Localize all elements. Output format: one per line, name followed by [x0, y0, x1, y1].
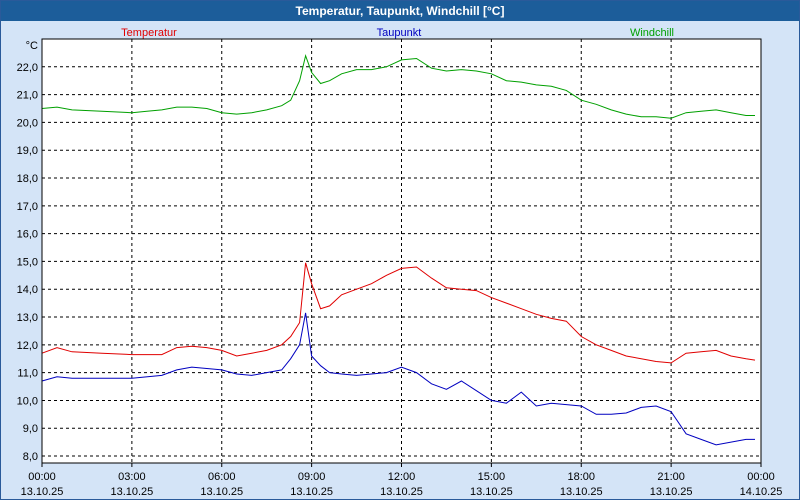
plot-border	[41, 38, 762, 464]
x-tick-time-label: 18:00	[567, 471, 595, 483]
x-tick-date-label: 13.10.25	[380, 486, 423, 498]
y-tick-label: 18,0	[17, 173, 38, 185]
legend-entry-windchill: Windchill	[630, 27, 674, 39]
y-tick-label: 9,0	[23, 423, 38, 435]
y-tick-label: 21,0	[17, 90, 38, 102]
series-line-taupunkt	[41, 312, 755, 446]
x-tick-date-label: 13.10.25	[200, 486, 243, 498]
y-axis-label: °C	[26, 40, 38, 52]
y-tick-label: 22,0	[17, 62, 38, 74]
x-tick-time-label: 00:00	[28, 471, 56, 483]
y-tick-label: 19,0	[17, 145, 38, 157]
x-tick-date-label: 13.10.25	[560, 486, 603, 498]
y-tick-label: 11,0	[17, 368, 38, 380]
legend-entry-taupunkt: Taupunkt	[377, 27, 422, 39]
x-tick-date-label: 13.10.25	[21, 486, 64, 498]
x-tick-time-label: 15:00	[478, 471, 506, 483]
legend-entry-temperatur: Temperatur	[121, 27, 177, 39]
y-tick-label: 10,0	[17, 395, 38, 407]
x-tick-date-label: 13.10.25	[650, 486, 693, 498]
y-tick-label: 20,0	[17, 117, 38, 129]
y-tick-label: 14,0	[17, 284, 38, 296]
x-tick-time-label: 03:00	[118, 471, 146, 483]
series-line-windchill	[41, 53, 755, 119]
series-line-temperatur	[41, 262, 756, 364]
window-title: Temperatur, Taupunkt, Windchill [°C]	[295, 4, 505, 18]
window-titlebar: Temperatur, Taupunkt, Windchill [°C]	[1, 1, 799, 21]
y-tick-label: 17,0	[17, 201, 38, 213]
x-tick-date-label: 14.10.25	[740, 486, 783, 498]
y-tick-label: 15,0	[17, 256, 38, 268]
y-tick-label: 16,0	[17, 229, 38, 241]
x-tick-time-label: 00:00	[747, 471, 775, 483]
y-tick-label: 13,0	[17, 312, 38, 324]
y-tick-label: 12,0	[17, 340, 38, 352]
x-tick-date-label: 13.10.25	[470, 486, 513, 498]
x-tick-time-label: 21:00	[657, 471, 685, 483]
y-tick-label: 8,0	[23, 451, 38, 463]
x-tick-time-label: 12:00	[388, 471, 416, 483]
x-tick-date-label: 13.10.25	[110, 486, 153, 498]
x-tick-date-label: 13.10.25	[290, 486, 333, 498]
x-tick-time-label: 09:00	[298, 471, 326, 483]
x-tick-time-label: 06:00	[208, 471, 236, 483]
